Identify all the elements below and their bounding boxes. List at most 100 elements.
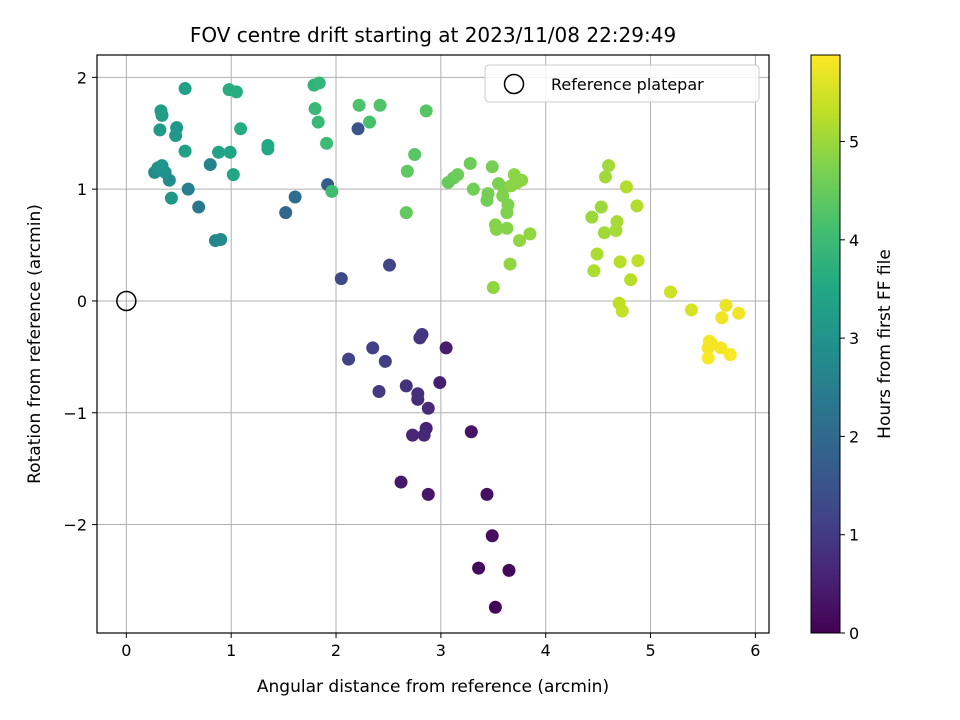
colorbar-label: Hours from first FF file bbox=[875, 249, 895, 439]
y-tick-label: 0 bbox=[77, 292, 87, 311]
data-point bbox=[489, 222, 503, 236]
data-point bbox=[153, 123, 167, 137]
data-point bbox=[366, 341, 380, 355]
data-point bbox=[463, 156, 477, 170]
data-point bbox=[363, 115, 377, 129]
data-point bbox=[408, 148, 422, 162]
colorbar-tick-label: 3 bbox=[849, 329, 859, 348]
x-tick-label: 5 bbox=[645, 641, 655, 660]
data-point bbox=[406, 428, 420, 442]
data-point bbox=[480, 487, 494, 501]
data-point bbox=[419, 104, 433, 118]
chart-title: FOV centre drift starting at 2023/11/08 … bbox=[190, 23, 676, 47]
data-point bbox=[630, 199, 644, 213]
colorbar-ticks: 0 1 2 3 4 5 bbox=[840, 133, 859, 643]
reference-marker-group bbox=[116, 290, 137, 312]
data-point bbox=[311, 115, 325, 129]
data-point bbox=[203, 158, 217, 172]
data-point bbox=[411, 387, 425, 401]
reference-platepar-marker bbox=[116, 290, 137, 312]
data-point bbox=[615, 304, 629, 318]
colorbar-tick-label: 0 bbox=[849, 624, 859, 643]
data-point bbox=[261, 139, 275, 153]
data-point bbox=[421, 401, 435, 415]
data-point bbox=[279, 206, 293, 220]
colorbar-tick-label: 5 bbox=[849, 133, 859, 152]
data-point bbox=[155, 159, 169, 173]
legend-entry-reference: Reference platepar bbox=[551, 75, 704, 94]
data-point bbox=[500, 206, 514, 220]
data-point bbox=[585, 210, 599, 224]
data-point bbox=[502, 563, 516, 577]
data-point bbox=[223, 145, 237, 159]
data-point bbox=[399, 206, 413, 220]
data-point bbox=[719, 298, 733, 312]
x-tick-label: 2 bbox=[331, 641, 341, 660]
data-point bbox=[590, 247, 604, 261]
data-point bbox=[320, 136, 334, 150]
grid-lines bbox=[97, 55, 769, 633]
x-axis-ticks: 0 1 2 3 4 5 6 bbox=[121, 633, 760, 660]
colorbar-tick-label: 4 bbox=[849, 231, 859, 250]
data-point bbox=[378, 354, 392, 368]
data-point bbox=[170, 121, 184, 135]
data-point bbox=[523, 227, 537, 241]
data-point bbox=[732, 306, 746, 320]
data-point bbox=[701, 341, 715, 355]
data-point bbox=[500, 221, 514, 235]
data-point bbox=[352, 98, 366, 112]
data-point bbox=[684, 303, 698, 317]
data-point bbox=[155, 108, 169, 122]
data-point bbox=[394, 475, 408, 489]
data-point bbox=[288, 190, 302, 204]
colorbar: 0 1 2 3 4 5 Hours from first FF file bbox=[810, 54, 895, 643]
data-point bbox=[415, 327, 429, 341]
data-point bbox=[164, 191, 178, 205]
data-point bbox=[631, 254, 645, 268]
data-point bbox=[226, 168, 240, 182]
data-point bbox=[439, 341, 453, 355]
data-point bbox=[421, 487, 435, 501]
data-point bbox=[178, 144, 192, 158]
data-point bbox=[464, 425, 478, 439]
data-point bbox=[466, 182, 480, 196]
data-point bbox=[485, 160, 499, 174]
plot-frame bbox=[96, 54, 770, 634]
data-point bbox=[723, 348, 737, 362]
y-tick-label: −2 bbox=[63, 516, 87, 535]
y-tick-label: 2 bbox=[77, 68, 87, 87]
data-point bbox=[714, 341, 728, 355]
data-point bbox=[613, 255, 627, 269]
data-point bbox=[619, 180, 633, 194]
data-point bbox=[515, 173, 529, 187]
legend-box bbox=[484, 64, 760, 103]
data-point bbox=[451, 168, 465, 182]
colorbar-gradient bbox=[810, 54, 841, 634]
data-point bbox=[178, 82, 192, 96]
data-point bbox=[334, 272, 348, 286]
data-point bbox=[312, 76, 326, 90]
y-axis-ticks: −2 −1 0 1 2 bbox=[63, 68, 97, 535]
x-tick-label: 6 bbox=[750, 641, 760, 660]
data-point bbox=[512, 234, 526, 248]
data-point bbox=[481, 187, 495, 201]
data-point bbox=[192, 200, 206, 214]
data-point bbox=[351, 122, 365, 136]
x-axis-label: Angular distance from reference (arcmin) bbox=[257, 677, 609, 697]
y-axis-label: Rotation from reference (arcmin) bbox=[25, 204, 45, 484]
data-point bbox=[417, 428, 431, 442]
colorbar-tick-label: 1 bbox=[849, 526, 859, 545]
data-point bbox=[624, 273, 638, 287]
data-point bbox=[373, 98, 387, 112]
data-point bbox=[503, 257, 517, 271]
data-point bbox=[433, 376, 447, 390]
data-point bbox=[486, 281, 500, 295]
x-tick-label: 4 bbox=[541, 641, 551, 660]
data-point bbox=[701, 351, 715, 365]
data-point bbox=[715, 311, 729, 325]
y-tick-label: −1 bbox=[63, 404, 87, 423]
y-tick-label: 1 bbox=[77, 180, 87, 199]
data-point bbox=[372, 385, 386, 399]
data-point bbox=[382, 258, 396, 272]
data-point bbox=[400, 164, 414, 178]
